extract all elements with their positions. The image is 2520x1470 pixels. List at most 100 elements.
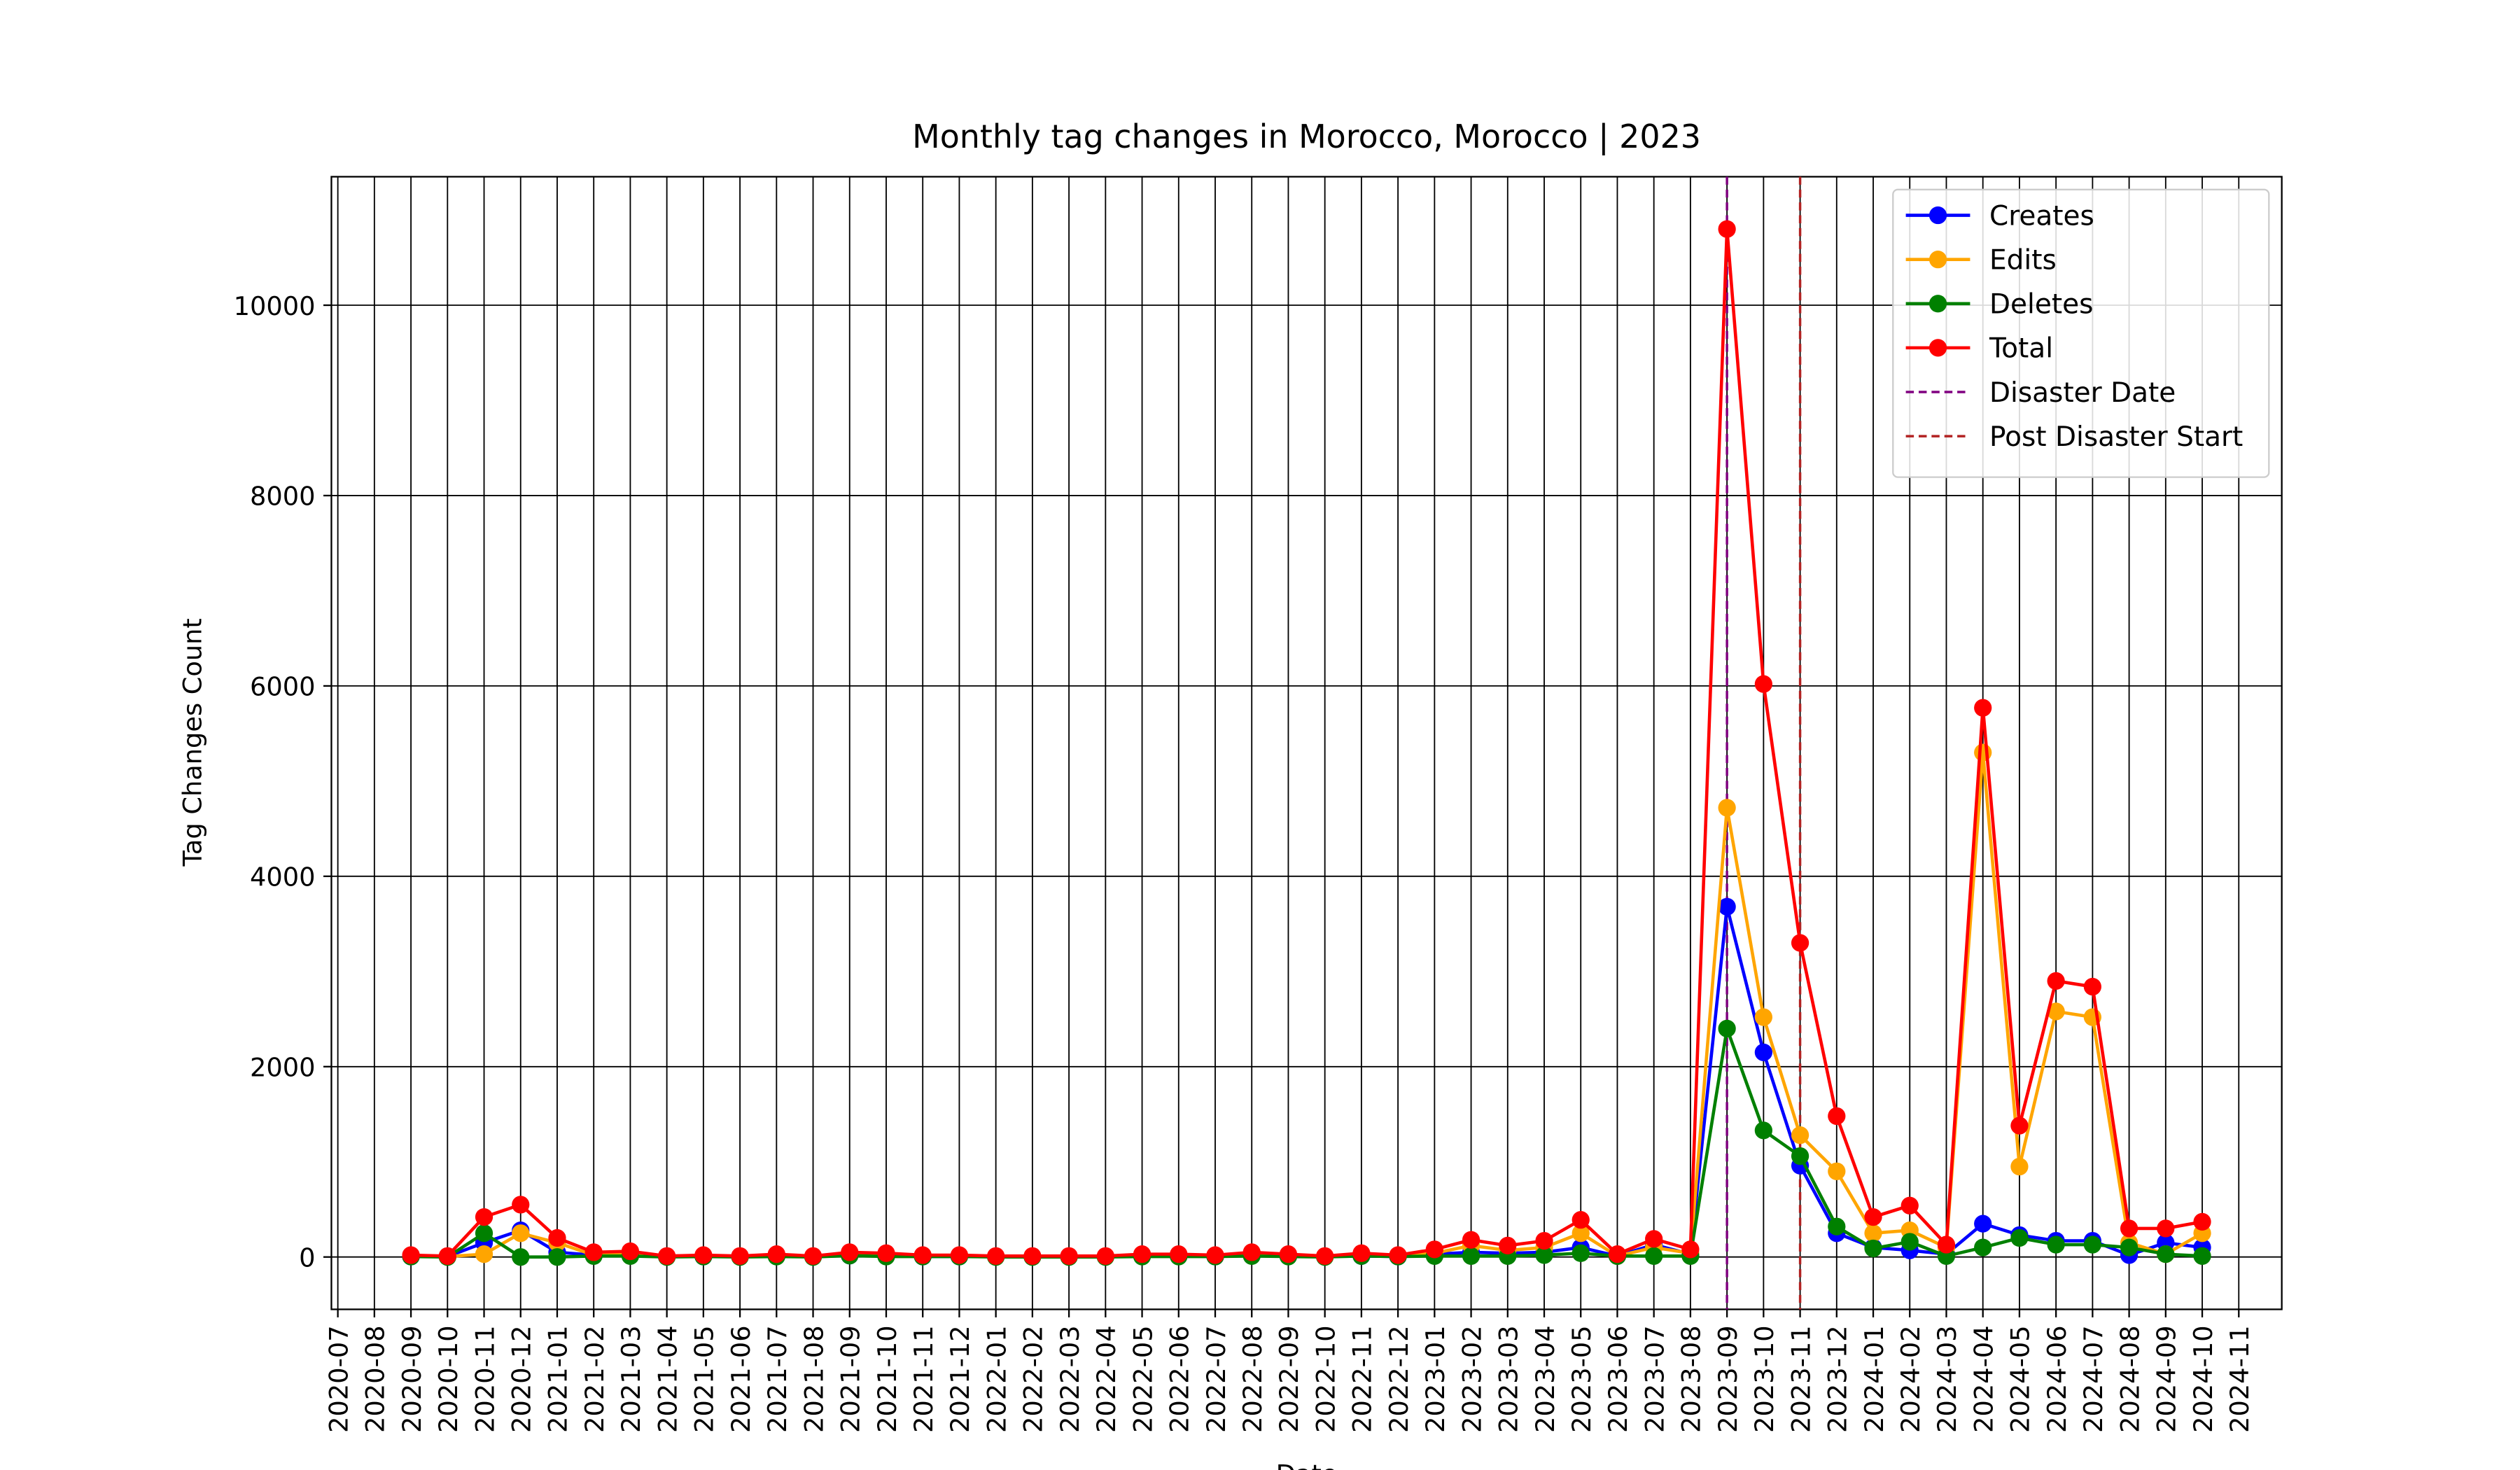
- data-point: [621, 1242, 640, 1261]
- x-tick-label: 2020-10: [433, 1325, 463, 1432]
- data-point: [1754, 1043, 1772, 1061]
- data-point: [2157, 1219, 2175, 1238]
- y-tick-label: 8000: [250, 482, 315, 512]
- x-tick-label: 2022-09: [1274, 1325, 1304, 1432]
- x-tick-label: 2022-02: [1018, 1325, 1049, 1432]
- data-point: [1535, 1231, 1553, 1250]
- data-point: [2083, 1236, 2101, 1254]
- data-point: [1462, 1231, 1480, 1249]
- data-point: [1316, 1247, 1334, 1265]
- x-tick-label: 2020-11: [470, 1325, 500, 1432]
- data-point: [1462, 1247, 1480, 1265]
- series-line: [411, 752, 2204, 1259]
- y-axis-label: Tag Changes Count: [178, 618, 208, 867]
- data-point: [1900, 1233, 1919, 1251]
- x-tick-label: 2021-08: [799, 1325, 829, 1432]
- x-tick-label: 2023-12: [1823, 1325, 1853, 1432]
- data-point: [1791, 934, 1809, 952]
- data-point: [841, 1243, 859, 1261]
- x-tick-label: 2022-12: [1384, 1325, 1414, 1432]
- data-point: [584, 1243, 603, 1261]
- x-tick-label: 2021-03: [616, 1325, 646, 1432]
- x-tick-label: 2023-01: [1420, 1325, 1450, 1432]
- legend-label: Disaster Date: [1989, 377, 2176, 409]
- data-point: [1937, 1236, 1956, 1254]
- x-tick-label: 2021-07: [762, 1325, 792, 1432]
- x-tick-label: 2021-09: [836, 1325, 866, 1432]
- x-tick-label: 2024-07: [2078, 1325, 2108, 1432]
- legend-label: Edits: [1989, 244, 2057, 276]
- x-tick-label: 2023-07: [1639, 1325, 1670, 1432]
- x-tick-label: 2023-02: [1457, 1325, 1487, 1432]
- x-tick-label: 2023-06: [1603, 1325, 1633, 1432]
- x-tick-label: 2022-07: [1201, 1325, 1231, 1432]
- data-point: [512, 1224, 530, 1242]
- data-point: [2120, 1219, 2138, 1238]
- x-tick-label: 2024-02: [1896, 1325, 1926, 1432]
- data-point: [1608, 1245, 1627, 1264]
- x-tick-label: 2023-05: [1567, 1325, 1597, 1432]
- chart-title: Monthly tag changes in Morocco, Morocco …: [912, 118, 1701, 156]
- data-point: [1572, 1211, 1590, 1229]
- x-tick-label: 2022-04: [1091, 1325, 1121, 1432]
- data-point: [1718, 220, 1736, 238]
- legend-label: Creates: [1989, 200, 2094, 232]
- x-tick-label: 2024-06: [2042, 1325, 2072, 1432]
- data-point: [1645, 1230, 1663, 1248]
- y-tick-label: 0: [299, 1242, 315, 1273]
- data-point: [1023, 1247, 1042, 1265]
- data-point: [1096, 1247, 1114, 1265]
- x-tick-label: 2022-03: [1055, 1325, 1085, 1432]
- data-point: [2010, 1228, 2029, 1247]
- x-tick-label: 2023-11: [1786, 1325, 1816, 1432]
- data-point: [731, 1247, 749, 1265]
- data-point: [658, 1247, 676, 1265]
- data-point: [1242, 1243, 1261, 1261]
- data-point: [1974, 1238, 1992, 1256]
- data-point: [1645, 1247, 1663, 1265]
- y-tick-label: 10000: [234, 291, 316, 321]
- data-point: [1572, 1224, 1590, 1242]
- data-point: [1828, 1162, 1846, 1180]
- data-point: [1828, 1107, 1846, 1126]
- data-point: [1206, 1246, 1224, 1264]
- data-point: [1974, 743, 1992, 762]
- data-point: [1133, 1245, 1152, 1264]
- x-tick-label: 2021-02: [580, 1325, 610, 1432]
- x-tick-label: 2023-09: [1713, 1325, 1743, 1432]
- data-point: [2193, 1247, 2211, 1265]
- data-point: [1974, 699, 1992, 717]
- x-tick-label: 2024-11: [2225, 1325, 2255, 1432]
- x-tick-label: 2024-03: [1932, 1325, 1962, 1432]
- y-tick-label: 2000: [250, 1053, 315, 1083]
- data-point: [475, 1208, 493, 1226]
- data-point: [987, 1247, 1005, 1265]
- legend-marker: [1928, 206, 1947, 225]
- x-tick-label: 2022-08: [1238, 1325, 1268, 1432]
- legend-label: Post Disaster Start: [1989, 421, 2243, 453]
- data-point: [877, 1244, 895, 1262]
- data-point: [402, 1246, 420, 1264]
- x-tick-label: 2023-03: [1494, 1325, 1524, 1432]
- data-point: [767, 1245, 785, 1264]
- data-point: [2047, 1002, 2065, 1021]
- x-tick-label: 2024-04: [1968, 1325, 1998, 1432]
- data-point: [2010, 1157, 2029, 1176]
- data-point: [694, 1246, 713, 1264]
- data-point: [512, 1196, 530, 1214]
- x-tick-label: 2024-08: [2115, 1325, 2145, 1432]
- x-axis-label: Date: [1276, 1459, 1338, 1470]
- x-tick-label: 2021-10: [872, 1325, 902, 1432]
- series-line: [411, 906, 2203, 1259]
- x-tick-label: 2020-12: [507, 1325, 537, 1432]
- plot-group: Monthly tag changes in Morocco, Morocco …: [178, 118, 2283, 1470]
- x-tick-label: 2022-06: [1165, 1325, 1195, 1432]
- x-tick-label: 2022-11: [1348, 1325, 1378, 1432]
- data-point: [1754, 1121, 1772, 1140]
- data-point: [1425, 1240, 1443, 1259]
- data-point: [1864, 1239, 1882, 1258]
- data-point: [1499, 1236, 1517, 1255]
- data-point: [2047, 1236, 2065, 1254]
- data-point: [1791, 1147, 1809, 1166]
